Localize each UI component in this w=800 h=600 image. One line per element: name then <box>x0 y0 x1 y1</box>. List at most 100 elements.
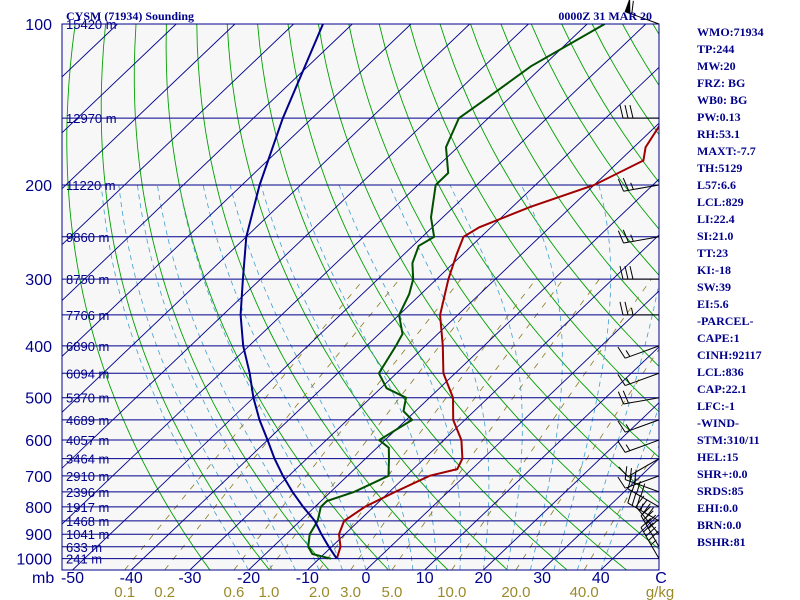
temperature-tick-label: 40 <box>592 570 610 587</box>
height-label: 241 m <box>66 552 102 567</box>
pressure-tick-label: 900 <box>25 527 52 544</box>
index-line: WMO:71934 <box>697 25 764 39</box>
dry-adiabat <box>317 24 659 550</box>
moist-adiabat <box>338 184 462 570</box>
temperature-profile <box>335 124 659 559</box>
moist-adiabat <box>576 281 659 570</box>
wind-barb-half <box>625 350 631 357</box>
wind-barb-full <box>617 346 626 359</box>
parcel-profile <box>239 24 338 560</box>
index-line: LCL:836 <box>697 365 744 379</box>
moist-adiabat <box>137 184 296 570</box>
index-line: SW:39 <box>697 280 732 294</box>
wind-barb-full <box>617 440 626 453</box>
dry-adiabat <box>226 24 508 570</box>
index-line: CAP:22.1 <box>697 382 747 396</box>
isotherm <box>62 24 588 525</box>
wind-barb-full <box>631 0 634 15</box>
height-label: 8750 m <box>66 272 109 287</box>
mixing-ratio-tick-label: 20.0 <box>501 584 530 600</box>
plot-frame <box>61 23 660 571</box>
chart-datetime: 0000Z 31 MAR 20 <box>558 9 652 23</box>
wind-barb <box>617 345 660 359</box>
height-label: 1041 m <box>66 527 109 542</box>
isotherm <box>483 402 659 570</box>
height-label: 633 m <box>66 540 102 555</box>
height-label: 4057 m <box>66 433 109 448</box>
wind-barb-staff <box>640 527 660 559</box>
mixing-ratio-tick-label: 0.6 <box>224 584 245 600</box>
index-line: CAPE:1 <box>697 331 740 345</box>
moist-adiabat <box>178 184 343 570</box>
wind-barb <box>619 265 659 280</box>
moist-adiabat <box>260 184 414 570</box>
mixing-ratio-line <box>164 278 400 570</box>
mixing-ratio-tick-label: 2.0 <box>309 584 330 600</box>
moist-adiabat <box>600 405 659 570</box>
isotherm <box>62 24 412 358</box>
wind-barb-full <box>629 265 634 280</box>
pressure-tick-label: 200 <box>25 178 52 195</box>
pressure-tick-label: 500 <box>25 391 52 408</box>
pressure-tick-label: 400 <box>25 339 52 356</box>
height-label: 1917 m <box>66 500 109 515</box>
wind-barb-full <box>631 492 637 506</box>
wind-barb-full <box>618 466 629 477</box>
index-line: STM:310/11 <box>697 433 760 447</box>
index-line: TT:23 <box>697 246 729 260</box>
isotherm <box>62 24 471 413</box>
dry-adiabat <box>100 24 270 570</box>
wind-barb-full <box>619 301 624 316</box>
wind-barb-full <box>619 265 624 280</box>
wind-barb-full <box>640 518 652 528</box>
temperature-tick-label: 20 <box>475 570 493 587</box>
wind-barb-half <box>630 234 634 242</box>
index-line: -PARCEL- <box>697 314 754 328</box>
wind-barb-full <box>627 490 633 504</box>
height-label: 6094 m <box>66 366 109 381</box>
isotherm <box>62 24 177 134</box>
isotherm <box>62 24 236 190</box>
wind-barb-full <box>640 483 646 497</box>
index-line: L57:6.6 <box>697 178 736 192</box>
index-line: FRZ: BG <box>697 76 746 90</box>
wind-barb-staff <box>625 345 660 359</box>
height-label: 4689 m <box>66 413 109 428</box>
wind-barb <box>619 301 659 316</box>
pressure-tick-label: 1000 <box>16 552 52 569</box>
wind-barb-staff <box>627 488 660 508</box>
wind-barb-full <box>624 301 629 316</box>
wind-barb-half <box>630 182 634 190</box>
temperature-tick-label: -30 <box>178 570 201 587</box>
index-line: BSHR:81 <box>697 535 746 549</box>
wind-barb-staff <box>623 236 660 244</box>
pressure-tick-label: 300 <box>25 272 52 289</box>
dry-adiabat <box>470 24 659 322</box>
isotherm <box>306 234 659 570</box>
wind-barb-staff <box>625 479 660 493</box>
wind-barb-full <box>645 507 654 519</box>
index-line: LCL:829 <box>697 195 744 209</box>
index-line: MAXT:-7.7 <box>697 144 756 158</box>
dewpoint-profile <box>307 24 606 560</box>
wind-barb <box>617 372 660 387</box>
height-label: 6890 m <box>66 339 109 354</box>
index-line: SI:21.0 <box>697 229 734 243</box>
wind-barb-full <box>622 390 629 404</box>
isotherm <box>130 66 659 570</box>
wind-barb-staff <box>627 458 660 478</box>
mixing-ratio-tick-label: 3.0 <box>340 584 361 600</box>
wind-barb-full <box>624 105 629 119</box>
wind-barb-full <box>645 514 657 525</box>
wind-barb-full <box>617 391 625 405</box>
isotherm <box>541 458 659 570</box>
moist-adiabat <box>389 184 490 570</box>
wind-barb <box>617 390 660 405</box>
wind-barb-staff <box>627 502 660 522</box>
isotherm <box>72 24 647 570</box>
dry-adiabat <box>439 24 659 367</box>
wind-barb-full <box>624 265 629 280</box>
index-line: LI:22.4 <box>697 212 735 226</box>
mixing-ratio-line <box>124 278 365 570</box>
index-line: -WIND- <box>697 416 739 430</box>
